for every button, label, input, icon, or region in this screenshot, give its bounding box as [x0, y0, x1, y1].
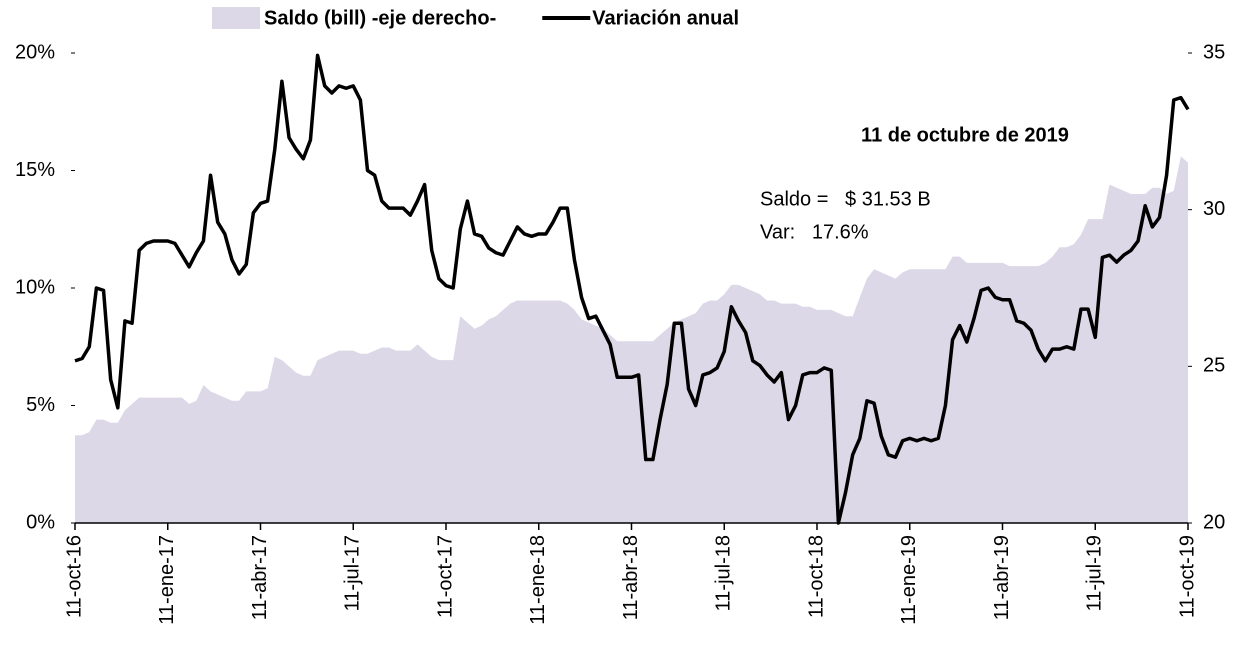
x-tick-label: 11-ene-18: [527, 535, 549, 625]
y2-tick-label: 30: [1203, 198, 1225, 220]
x-tick-label: 11-oct-17: [434, 535, 456, 618]
annotation-title: 11 de octubre de 2019: [861, 124, 1069, 146]
y2-tick-label: 35: [1203, 41, 1225, 63]
area: [75, 156, 1188, 523]
x-tick-label: 11-oct-16: [63, 535, 85, 618]
y-tick-label: 0%: [26, 511, 55, 533]
y-tick-label: 15%: [15, 159, 55, 181]
legend-label: Saldo (bill) -eje derecho-: [264, 7, 496, 29]
x-tick-label: 11-abr-18: [620, 535, 642, 620]
line: [74, 53, 1190, 525]
y-tick-label: 10%: [15, 276, 55, 298]
y-tick-label: 5%: [26, 394, 55, 416]
x-tick-label: 11-abr-17: [249, 535, 271, 620]
x-tick-label: 11-ene-17: [156, 535, 178, 625]
x-tick-label: 11-oct-18: [805, 535, 827, 618]
x-tick-label: 11-ene-19: [898, 535, 920, 625]
y-tick-label: 20%: [15, 41, 55, 63]
x-tick-label: 11-jul-19: [1084, 535, 1106, 611]
x-tick-label: 11-oct-19: [1176, 535, 1198, 618]
legend-swatch: [212, 7, 260, 29]
annotation: Saldo = $ 31.53 B: [760, 188, 931, 210]
y2-tick-label: 20: [1203, 511, 1225, 533]
x-tick-label: 11-jul-17: [342, 535, 364, 611]
y2-tick-label: 25: [1203, 355, 1225, 377]
legend-label: Variación anual: [592, 7, 739, 29]
x-tick-label: 11-abr-19: [991, 535, 1013, 620]
x-tick-label: 11-jul-18: [713, 535, 735, 611]
annotation: Var: 17.6%: [760, 221, 869, 243]
